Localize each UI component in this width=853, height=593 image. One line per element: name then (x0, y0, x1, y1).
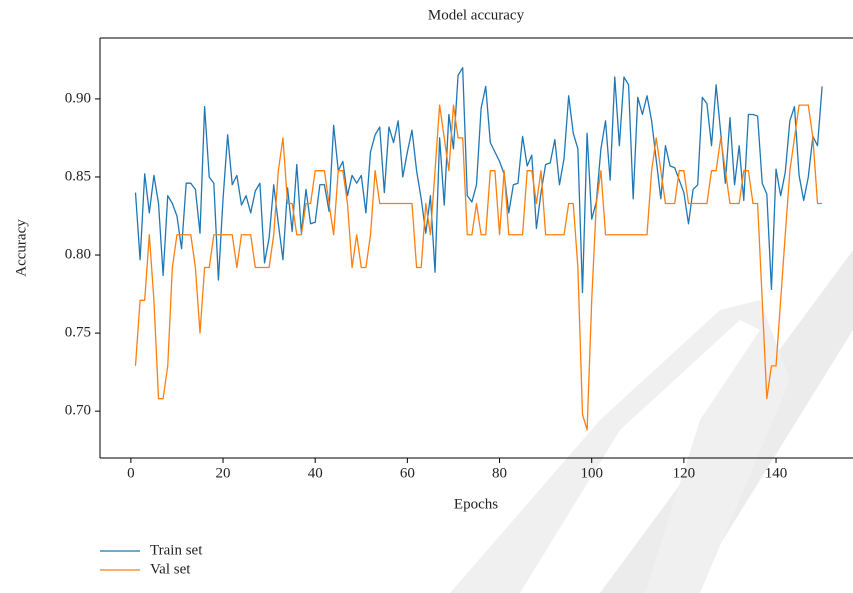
watermark (450, 300, 790, 593)
series-line (134, 104, 823, 431)
chart-title: Model accuracy (428, 7, 525, 23)
x-tick-label: 80 (492, 465, 507, 481)
x-tick-label: 20 (216, 465, 231, 481)
series-line (134, 67, 823, 294)
x-tick-label: 40 (308, 465, 323, 481)
y-tick-label: 0.75 (65, 325, 91, 341)
x-axis-label: Epochs (454, 496, 498, 512)
x-tick-label: 140 (765, 465, 788, 481)
x-tick-label: 60 (400, 465, 415, 481)
x-tick-label: 0 (127, 465, 135, 481)
x-tick-label: 120 (673, 465, 696, 481)
y-tick-label: 0.90 (65, 90, 91, 106)
x-tick-label: 100 (580, 465, 603, 481)
legend-label: Val set (150, 561, 191, 577)
y-tick-label: 0.85 (65, 168, 91, 184)
y-tick-label: 0.80 (65, 246, 91, 262)
y-tick-label: 0.70 (65, 403, 91, 419)
y-axis-label: Accuracy (13, 219, 29, 277)
legend-label: Train set (150, 542, 203, 558)
